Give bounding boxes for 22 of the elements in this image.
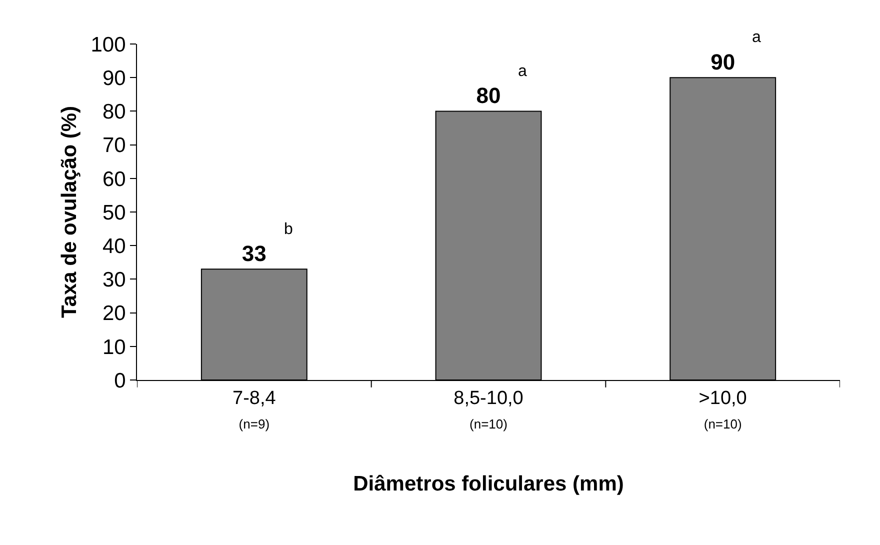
- y-tick-label: 90: [102, 66, 126, 90]
- data-label: 90: [710, 50, 736, 75]
- y-tick-label: 80: [102, 100, 126, 124]
- y-tick-label: 70: [102, 134, 126, 158]
- annotation: a: [518, 63, 527, 80]
- y-tick-label: 10: [102, 336, 126, 359]
- y-tick-label: 60: [102, 168, 126, 191]
- x-tick-label: 8,5-10,0 (n=10): [454, 388, 524, 432]
- y-tick-label: 100: [90, 33, 126, 56]
- y-tick-label: 40: [102, 234, 126, 258]
- y-tick-label: 0: [114, 369, 126, 392]
- y-tick-label: 50: [102, 201, 126, 224]
- y-axis-title: Taxa de ovulação (%): [58, 106, 81, 318]
- annotation: a: [752, 29, 761, 46]
- x-tick-label: 7-8,4 (n=9): [232, 388, 276, 432]
- data-label: 80: [476, 83, 501, 108]
- x-tick-label: >10,0 (n=10): [698, 388, 747, 432]
- annotation: b: [284, 221, 293, 238]
- x-axis-title: Diâmetros foliculares (mm): [353, 472, 624, 496]
- y-tick-label: 20: [102, 302, 126, 326]
- data-label: 33: [242, 241, 266, 266]
- y-tick-label: 30: [102, 268, 126, 292]
